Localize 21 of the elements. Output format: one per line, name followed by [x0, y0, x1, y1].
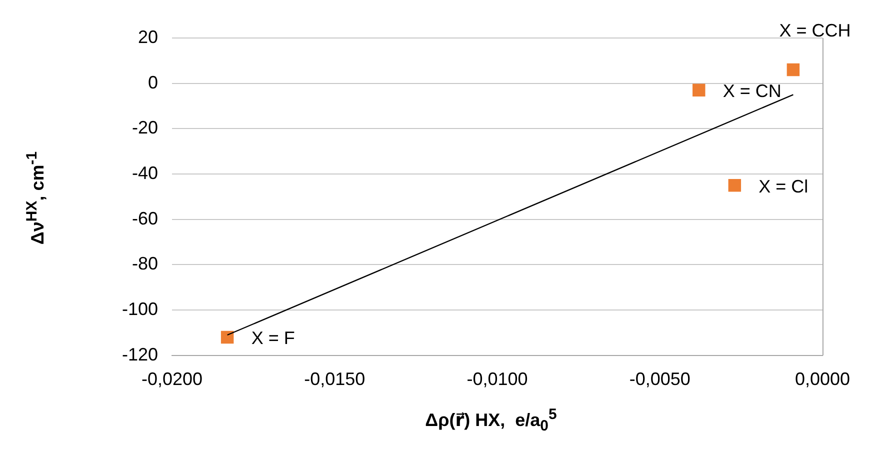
x-tick-label: -0,0200 [141, 369, 203, 390]
annotation: X = Cl [758, 176, 808, 196]
point [220, 330, 234, 344]
y-tick-label: -100 [122, 299, 158, 320]
y-tick-label: -80 [132, 254, 158, 274]
y-tick-label: 0 [148, 72, 158, 92]
y-tick-label: -40 [132, 162, 158, 183]
x-tick-label: -0,0150 [304, 369, 366, 390]
y-tick-label: -20 [132, 118, 158, 138]
point [692, 84, 706, 97]
point [728, 179, 742, 192]
annotation: X = CCH [779, 20, 851, 41]
point [786, 63, 800, 76]
y-tick-label: 20 [138, 26, 158, 47]
annotation: X = F [251, 328, 295, 348]
annotation: X = CN [722, 81, 782, 102]
y-tick-label: -60 [132, 208, 158, 228]
y-tick-label: -120 [122, 344, 158, 364]
x-tick-label: -0,0100 [466, 369, 528, 390]
x-tick-label: -0,0050 [629, 369, 690, 390]
x-tick-label: 0,0000 [794, 369, 850, 390]
